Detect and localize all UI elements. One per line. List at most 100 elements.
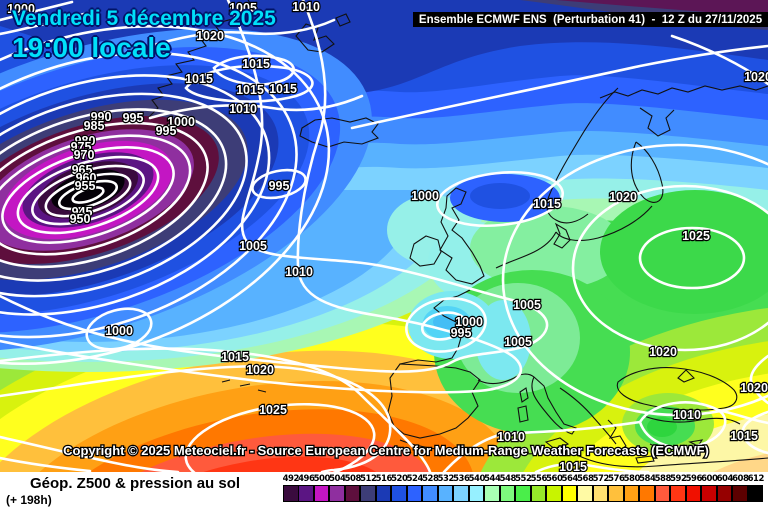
isobar-label: 995 xyxy=(123,111,144,125)
legend-swatch xyxy=(608,485,624,502)
isobar-label: 965 xyxy=(72,163,93,177)
legend-value: 556 xyxy=(530,474,548,484)
isobar-label: 1015 xyxy=(242,57,270,71)
legend-value: 496 xyxy=(298,474,315,484)
model-run-banner: Ensemble ECMWF ENS (Perturbation 41) - 1… xyxy=(413,12,768,27)
legend-cell: 548 xyxy=(499,474,516,502)
isobar-label: 960 xyxy=(76,171,97,185)
legend-cell: 508 xyxy=(344,474,362,502)
legend-swatch xyxy=(406,485,422,502)
legend-cell: 592 xyxy=(670,474,687,502)
isobar-label: 1015 xyxy=(221,350,249,364)
coast-azores xyxy=(221,379,267,393)
isobar-label: 995 xyxy=(269,179,290,193)
isobar-label: 1020 xyxy=(609,190,637,204)
legend-cell: 604 xyxy=(716,474,733,502)
legend-cell: 584 xyxy=(639,474,656,502)
legend-swatch xyxy=(437,485,453,502)
legend-cell: 544 xyxy=(484,474,501,502)
legend-swatch xyxy=(329,485,345,502)
legend-value: 568 xyxy=(577,474,594,484)
legend-swatch xyxy=(654,485,670,502)
legend-value: 600 xyxy=(701,474,718,484)
isobar-label: 995 xyxy=(156,124,177,138)
legend-value: 592 xyxy=(670,474,687,484)
legend-swatch xyxy=(468,485,484,502)
isobar-label: 1010 xyxy=(497,430,525,444)
legend-cell: 572 xyxy=(592,474,610,502)
legend-value: 504 xyxy=(329,474,346,484)
isobar-label: 1005 xyxy=(513,298,541,312)
isobar-label: 1015 xyxy=(559,460,587,472)
legend-value: 608 xyxy=(732,474,749,484)
legend-value: 532 xyxy=(437,474,455,484)
legend-swatch xyxy=(391,485,407,502)
legend-swatch xyxy=(530,485,546,502)
coast-italy xyxy=(477,373,577,451)
isobar-label: 1005 xyxy=(239,239,267,253)
isobar-label: 1000 xyxy=(7,2,35,16)
legend-cell: 532 xyxy=(437,474,455,502)
coast-iceland xyxy=(299,117,379,148)
legend-swatch xyxy=(313,485,329,502)
legend-value: 564 xyxy=(561,474,579,484)
legend-swatch xyxy=(546,485,562,502)
legend-swatch xyxy=(298,485,314,502)
legend-cell: 528 xyxy=(422,474,439,502)
legend-value: 540 xyxy=(468,474,486,484)
isobar-label: 1010 xyxy=(673,408,701,422)
coast-blacksea xyxy=(616,367,738,411)
legend-swatch xyxy=(484,485,500,502)
legend-swatch xyxy=(592,485,608,502)
legend-value: 572 xyxy=(592,474,610,484)
legend-cell: 496 xyxy=(298,474,315,502)
legend-value: 528 xyxy=(422,474,439,484)
isobar-label: 990 xyxy=(91,110,112,124)
legend-value: 492 xyxy=(282,474,300,484)
legend-swatch xyxy=(701,485,717,502)
legend-cell: 552 xyxy=(515,474,532,502)
legend-swatch xyxy=(732,485,748,502)
legend-swatch xyxy=(670,485,686,502)
legend-value: 516 xyxy=(375,474,393,484)
legend-cell: 596 xyxy=(685,474,702,502)
legend-value: 544 xyxy=(484,474,501,484)
legend-swatch xyxy=(716,485,732,502)
isobar-label: 1000 xyxy=(411,189,439,203)
isobar-label: 1015 xyxy=(236,83,264,97)
legend-swatch xyxy=(747,485,763,502)
legend-value: 500 xyxy=(313,474,331,484)
isobar-label: 1005 xyxy=(229,1,257,15)
isobar-label: 1005 xyxy=(504,335,532,349)
legend-cell: 504 xyxy=(329,474,346,502)
isobar-label: 995 xyxy=(451,326,472,340)
isobar-label: 1000 xyxy=(167,115,195,129)
isobar-label: 985 xyxy=(84,119,105,133)
legend-value: 612 xyxy=(747,474,765,484)
color-scale-legend: 492 496 500 504 508 512 516 520 524 528 532 536 540 5… xyxy=(283,474,764,502)
legend-cell: 520 xyxy=(391,474,408,502)
footer-bar: Géop. Z500 & pression au sol (+ 198h) 49… xyxy=(0,472,768,512)
legend-cell: 560 xyxy=(546,474,563,502)
isobar-label: 1015 xyxy=(185,72,213,86)
legend-value: 580 xyxy=(623,474,641,484)
legend-swatch xyxy=(623,485,639,502)
legend-value: 508 xyxy=(344,474,362,484)
legend-value: 512 xyxy=(360,474,377,484)
legend-swatch xyxy=(515,485,531,502)
copyright-text: Copyright © 2025 Meteociel.fr - Source E… xyxy=(63,443,709,458)
legend-cell: 556 xyxy=(530,474,548,502)
isobar-label: 1025 xyxy=(259,403,287,417)
coast-arctic-russia xyxy=(599,85,768,137)
legend-cell: 512 xyxy=(360,474,377,502)
legend-swatch xyxy=(422,485,438,502)
isobar-label: 1015 xyxy=(269,82,297,96)
legend-swatch xyxy=(375,485,391,502)
legend-cell: 540 xyxy=(468,474,486,502)
legend-cell: 524 xyxy=(406,474,423,502)
legend-value: 560 xyxy=(546,474,563,484)
isobar-label: 1020 xyxy=(740,381,768,395)
legend-cell: 536 xyxy=(453,474,470,502)
isobar-label: 975 xyxy=(71,140,92,154)
